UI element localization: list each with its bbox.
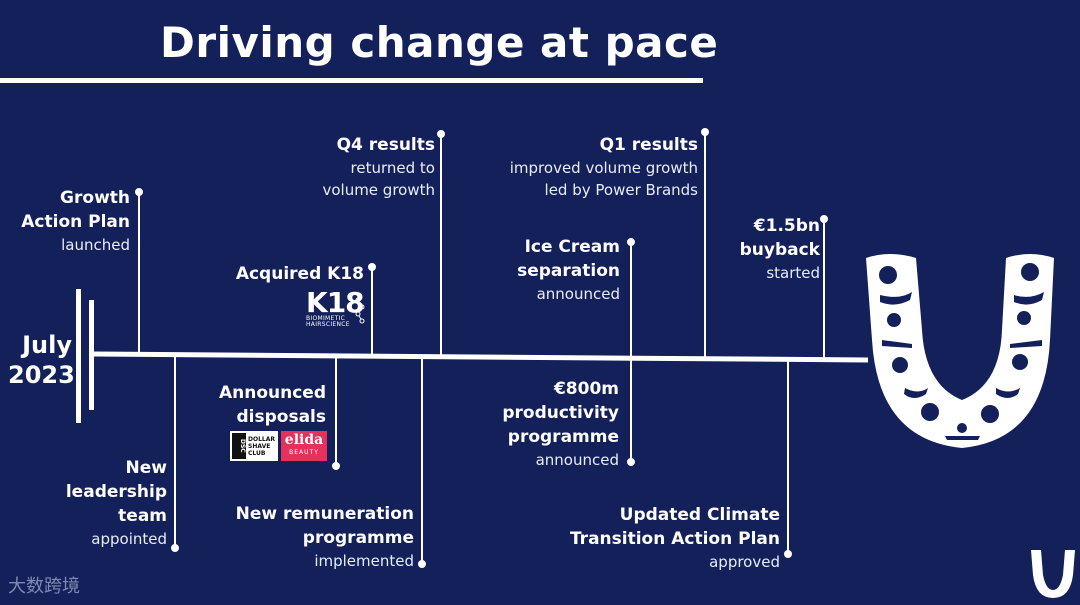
start-bar-left: [76, 289, 81, 423]
event-heading: New: [125, 458, 167, 478]
start-month: July: [22, 331, 72, 359]
k18-molecule-icon: [355, 297, 365, 324]
page-title: Driving change at pace: [160, 18, 719, 67]
event-subtext: implemented: [314, 552, 414, 570]
event-heading: leadership: [65, 482, 167, 502]
unilever-u-icon: [866, 254, 1054, 448]
elida-beauty-logo: elida BEAUTY: [281, 431, 327, 461]
k18-logo-wordmark: K18: [306, 286, 365, 319]
event-q4-results: Q4 results returned to volume growth: [195, 133, 435, 201]
event-q1-results: Q1 results improved volume growth led by…: [458, 133, 698, 201]
event-heading: Acquired K18: [235, 264, 364, 284]
elida-wordmark: elida: [284, 432, 324, 448]
event-heading: programme: [507, 427, 619, 447]
title-underline: [0, 78, 703, 83]
event-heading: team: [118, 506, 167, 526]
dsc-mark: DSC: [232, 433, 246, 459]
event-heading: Q1 results: [599, 135, 698, 155]
event-announced-disposals: Announced disposals: [86, 381, 326, 429]
dot-remuneration: [418, 560, 426, 568]
event-heading: Transition Action Plan: [569, 529, 780, 549]
dsc-line: DOLLAR: [248, 436, 275, 443]
event-ice-cream-separation: Ice Cream separation announced: [380, 235, 620, 305]
event-heading: buyback: [739, 240, 820, 260]
event-heading: separation: [517, 261, 620, 281]
event-new-remuneration-programme: New remuneration programme implemented: [174, 502, 414, 572]
event-subtext: announced: [535, 451, 619, 469]
event-subtext: launched: [61, 236, 130, 254]
event-heading: Ice Cream: [524, 237, 620, 257]
event-subtext: approved: [709, 553, 780, 571]
event-subtext: appointed: [91, 530, 167, 548]
event-heading: programme: [302, 528, 414, 548]
event-heading: Growth: [60, 188, 130, 208]
event-heading: productivity: [502, 403, 619, 423]
dsc-line: CLUB: [248, 450, 266, 457]
timeline-line: [93, 351, 869, 363]
start-bar-right: [89, 300, 94, 410]
dot-q1: [701, 128, 709, 136]
dot-growth: [135, 188, 143, 196]
event-heading: Announced: [218, 383, 326, 403]
event-new-leadership-team: New leadership team appointed: [0, 456, 167, 550]
dot-q4: [437, 130, 445, 138]
dot-productivity: [627, 458, 635, 466]
event-heading: €1.5bn: [753, 216, 820, 236]
event-heading: €800m: [553, 379, 619, 399]
event-subtext: volume growth: [322, 181, 435, 199]
dot-leadership: [171, 544, 179, 552]
timeline-start-label: July 2023: [8, 330, 75, 390]
event-subtext: started: [766, 264, 820, 282]
k18-logo-tagline: BIOMIMETIC: [306, 315, 346, 322]
event-growth-action-plan: Growth Action Plan launched: [0, 186, 130, 256]
event-heading: Q4 results: [336, 135, 435, 155]
dot-buyback: [820, 215, 828, 223]
event-heading: disposals: [236, 407, 327, 427]
watermark: 大数跨境: [8, 576, 80, 597]
event-subtext: improved volume growth: [509, 159, 698, 177]
event-climate-transition-plan: Updated Climate Transition Action Plan a…: [540, 503, 780, 573]
elida-tagline: BEAUTY: [289, 449, 319, 456]
dsc-line: SHAVE: [248, 443, 271, 450]
dot-k18: [368, 263, 376, 271]
start-year: 2023: [8, 361, 75, 389]
dot-disposals: [332, 462, 340, 470]
dot-icecream: [627, 238, 635, 246]
event-heading: Action Plan: [21, 212, 130, 232]
k18-logo: K18 BIOMIMETIC HAIRSCIENCE: [306, 286, 365, 328]
k18-logo-tagline: HAIRSCIENCE: [306, 321, 350, 328]
dot-climate: [784, 550, 792, 558]
event-acquired-k18: Acquired K18: [124, 262, 364, 286]
event-subtext: returned to: [350, 159, 435, 177]
event-subtext: led by Power Brands: [544, 181, 698, 199]
unilever-corner-logo: [1031, 550, 1075, 598]
event-buyback: €1.5bn buyback started: [580, 214, 820, 284]
event-productivity-programme: €800m productivity programme announced: [379, 377, 619, 471]
event-subtext: announced: [536, 285, 620, 303]
event-heading: New remuneration: [235, 504, 414, 524]
dollar-shave-club-logo: DSC DOLLAR SHAVE CLUB: [230, 431, 278, 461]
event-heading: Updated Climate: [619, 505, 780, 525]
